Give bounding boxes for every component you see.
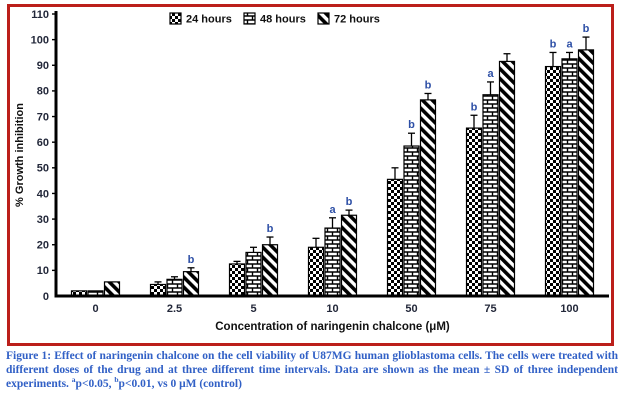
bar-24hours-5 (228, 263, 246, 297)
legend-label: 48 hours (260, 14, 306, 26)
y-tick-label: 100 (31, 34, 49, 46)
bar-72hours-0 (103, 281, 121, 297)
sig-label: a (487, 68, 494, 80)
y-tick-label: 10 (37, 265, 49, 277)
y-tick-label: 70 (37, 111, 49, 123)
legend-swatch-brick (243, 12, 256, 25)
bar-48hours-50 (403, 145, 420, 297)
bar-48hours-75 (482, 94, 499, 297)
sig-label: b (267, 223, 274, 235)
sig-label: b (346, 196, 353, 208)
bar-72hours-2.5 (182, 271, 200, 297)
axis-title-y: % Growth inhibition (14, 103, 26, 207)
bar-72hours-100 (577, 49, 595, 297)
bar-24hours-2.5 (149, 283, 167, 297)
x-category-label: 100 (560, 303, 578, 315)
bar-24hours-75 (465, 127, 483, 297)
y-tick-label: 50 (37, 163, 49, 175)
x-category-label: 2.5 (167, 303, 182, 315)
bar-72hours-10 (340, 214, 358, 297)
bar-24hours-50 (386, 178, 404, 297)
sig-label: b (188, 254, 195, 266)
sig-label: b (408, 119, 415, 131)
legend-swatch-diagonal (317, 12, 330, 25)
bar-72hours-75 (498, 60, 516, 297)
x-category-label: 10 (326, 303, 338, 315)
bar-72hours-5 (261, 244, 279, 297)
x-category-label: 50 (405, 303, 417, 315)
y-tick-label: 20 (37, 240, 49, 252)
y-tick-label: 0 (43, 291, 49, 303)
figure-caption: Figure 1: Effect of naringenin chalcone … (6, 350, 618, 391)
figure-panel: b b a b a a b b b b b 0 10 20 30 40 50 60 70 80 90 100 110 0 2.5… (7, 4, 614, 346)
axis-title-x: Concentration of naringenin chalcone (μM… (215, 321, 450, 333)
y-tick-label: 90 (37, 60, 49, 72)
caption-note-b: p<0.01, vs 0 μM (control) (118, 377, 242, 390)
bar-24hours-100 (544, 65, 562, 297)
legend-label: 24 hours (186, 14, 232, 26)
sig-label: a (329, 204, 336, 216)
y-tick-label: 80 (37, 86, 49, 98)
x-category-label: 5 (250, 303, 256, 315)
bar-48hours-100 (561, 58, 578, 297)
legend-swatch-checker (169, 12, 182, 25)
sig-label: b (471, 101, 478, 113)
bar-72hours-50 (419, 99, 437, 297)
caption-sup-b: b (114, 374, 119, 384)
y-tick-label: 40 (37, 188, 49, 200)
legend-label: 72 hours (334, 14, 380, 26)
caption-significance-notes: ap<0.05, bp<0.01, vs 0 μM (control) (71, 374, 242, 390)
y-tick-label: 60 (37, 137, 49, 149)
caption-note-a: p<0.05, (75, 377, 115, 390)
caption-sup-a: a (71, 374, 76, 384)
bar-48hours-10 (324, 227, 341, 297)
x-category-label: 0 (92, 303, 98, 315)
sig-label: b (583, 23, 590, 35)
y-tick-label: 30 (37, 214, 49, 226)
bar-24hours-10 (307, 246, 325, 297)
caption-text: Figure 1: Effect of naringenin chalcone … (6, 350, 618, 390)
sig-label: b (550, 38, 557, 50)
bar-48hours-5 (245, 251, 262, 297)
sig-label: b (425, 79, 432, 91)
sig-label: a (566, 38, 573, 50)
y-tick-label: 110 (31, 9, 49, 21)
bar-48hours-2.5 (166, 278, 183, 297)
x-category-label: 75 (484, 303, 496, 315)
